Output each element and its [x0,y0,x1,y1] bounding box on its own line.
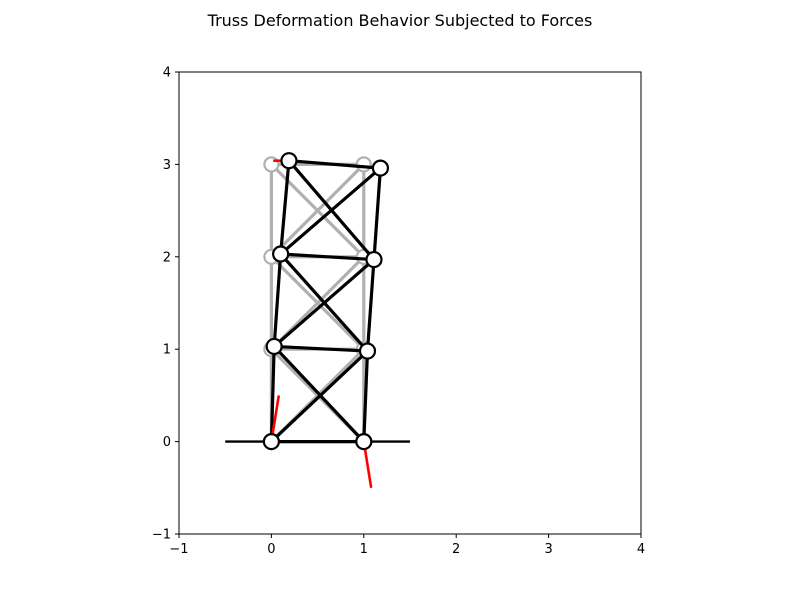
axes-frame [178,71,642,535]
deformed-node-4 [272,245,290,263]
deformed-node-1 [355,433,373,451]
deformed-member-6 [272,252,283,349]
x-tick-label: −1 [169,542,188,557]
deformed-member-5 [272,344,366,444]
deformed-node-0 [262,433,280,451]
deformed-node-6 [280,152,298,170]
x-tick-label: 1 [360,542,368,557]
x-tick-label: 4 [637,542,645,557]
y-axis: −1 0 1 2 3 4 [152,66,179,543]
x-axis: −1 0 1 2 3 4 [169,534,645,557]
deformed-member-2 [362,349,370,444]
deformed-node-5 [365,250,383,269]
original-member-10 [269,255,366,351]
deformed-member-7 [365,257,376,353]
y-tick-label: 3 [163,158,171,173]
deformed-member-13 [287,159,383,170]
x-tick-label: 0 [267,542,275,557]
chart-title: Truss Deformation Behavior Subjected to … [207,11,593,30]
x-tick-label: 2 [452,542,460,557]
deformed-member-8 [279,252,376,262]
deformed-member-11 [279,159,291,256]
deformed-member-1 [269,344,276,444]
deformed-member-10 [279,252,370,353]
deformed-node-2 [265,337,283,356]
y-tick-label: 1 [163,343,171,358]
x-tick-label: 3 [544,542,552,557]
deformed-member-12 [372,166,383,262]
original-node-7 [355,156,372,173]
y-tick-label: 4 [163,66,171,81]
y-tick-label: 2 [163,250,171,265]
y-tick-label: −1 [152,528,171,543]
deformed-node-3 [358,342,377,360]
deformed-member-3 [272,344,370,353]
plot-area [225,152,410,489]
deformed-node-7 [371,159,390,177]
y-tick-label: 0 [163,435,171,450]
deformed-member-15 [287,159,376,262]
